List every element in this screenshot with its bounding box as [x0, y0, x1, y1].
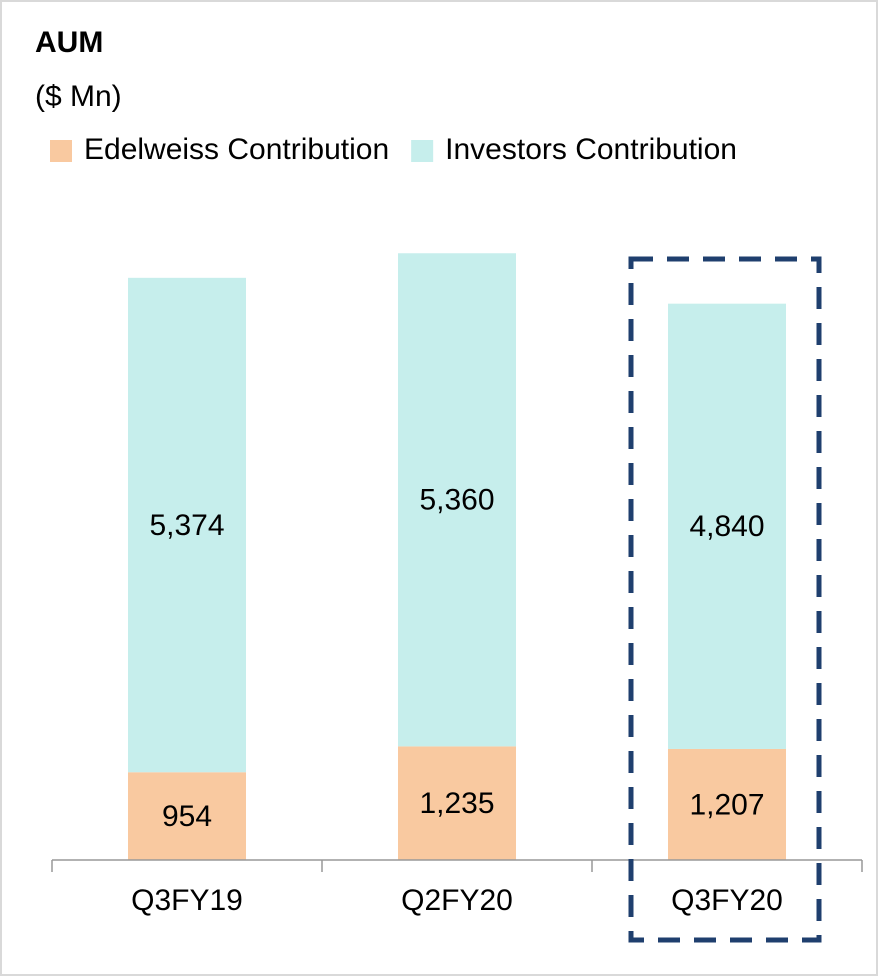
data-label: 5,360 [419, 484, 494, 517]
legend-swatch [411, 140, 434, 162]
x-tick-label: Q3FY19 [131, 884, 243, 917]
data-label: 4,840 [689, 510, 764, 543]
bar-segment [398, 253, 516, 747]
data-label: 1,207 [689, 788, 764, 821]
bar-segment [128, 277, 246, 773]
legend-label: Edelweiss Contribution [84, 133, 389, 166]
plot: Edelweiss Contribution Investors Contribu… [50, 133, 863, 917]
data-label: 954 [162, 800, 212, 833]
legend-swatch [50, 140, 72, 162]
bar-segment [668, 748, 786, 860]
bar-segment [668, 303, 786, 749]
data-label: 1,235 [419, 787, 494, 820]
chart-subtitle: ($ Mn) [35, 80, 122, 113]
bar-segment [398, 746, 516, 860]
data-label: 5,374 [149, 509, 224, 542]
chart-title: AUM [35, 26, 103, 59]
x-tick-label: Q2FY20 [401, 884, 513, 917]
highlight-box [628, 256, 822, 943]
x-tick-label: Q3FY20 [671, 884, 783, 917]
legend-label: Investors Contribution [445, 133, 737, 166]
bar-segment [128, 772, 246, 860]
